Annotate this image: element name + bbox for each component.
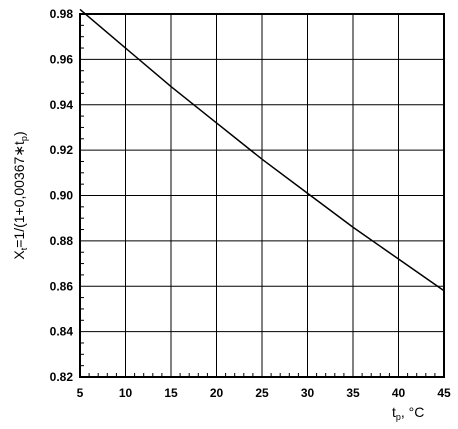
- x-tick-label-20: 20: [210, 386, 224, 400]
- x-tick-label-30: 30: [301, 386, 315, 400]
- y-tick-labels: 0.82 0.84 0.86 0.88 0.90 0.92 0.94 0.96 0.98: [50, 7, 74, 384]
- x-tick-label-15: 15: [164, 386, 178, 400]
- y-axis-label-suffix: ): [11, 131, 27, 136]
- x-tick-label-25: 25: [255, 386, 269, 400]
- x-axis-label-sub: p: [396, 412, 401, 422]
- y-tick-label-0.86: 0.86: [50, 279, 74, 293]
- y-tick-label-0.96: 0.96: [50, 52, 74, 66]
- series-layer: [79, 8, 445, 292]
- y-tick-label-0.94: 0.94: [50, 98, 74, 112]
- y-tick-label-0.84: 0.84: [50, 325, 74, 339]
- y-axis-label-prefix-sub: t: [19, 247, 29, 250]
- y-tick-label-0.82: 0.82: [50, 370, 74, 384]
- x-tick-label-45: 45: [437, 386, 451, 400]
- x-axis-label-unit: , °C: [401, 404, 425, 420]
- y-axis-label: Xt=1/(1+0,00367∗tp): [11, 131, 29, 259]
- x-tick-label-40: 40: [392, 386, 406, 400]
- y-axis-label-mid-sub: p: [19, 136, 29, 141]
- y-tick-label-0.88: 0.88: [50, 234, 74, 248]
- x-axis-label-main: t: [392, 404, 396, 420]
- grid: [80, 14, 444, 377]
- plot-frame: [79, 13, 445, 378]
- series-line-0: [79, 8, 445, 292]
- x-tick-label-35: 35: [346, 386, 360, 400]
- x-tick-label-5: 5: [77, 386, 84, 400]
- y-tick-label-0.98: 0.98: [50, 7, 74, 21]
- y-tick-label-0.90: 0.90: [50, 189, 74, 203]
- y-axis-label-mid: =1/(1+0,00367∗t: [11, 141, 27, 248]
- x-tick-labels: 5 10 15 20 25 30 35 40 45: [77, 386, 451, 400]
- y-axis-label-prefix: X: [11, 250, 27, 260]
- x-axis-label: tp, °C: [392, 404, 424, 422]
- x-tick-label-10: 10: [119, 386, 133, 400]
- y-tick-label-0.92: 0.92: [50, 143, 74, 157]
